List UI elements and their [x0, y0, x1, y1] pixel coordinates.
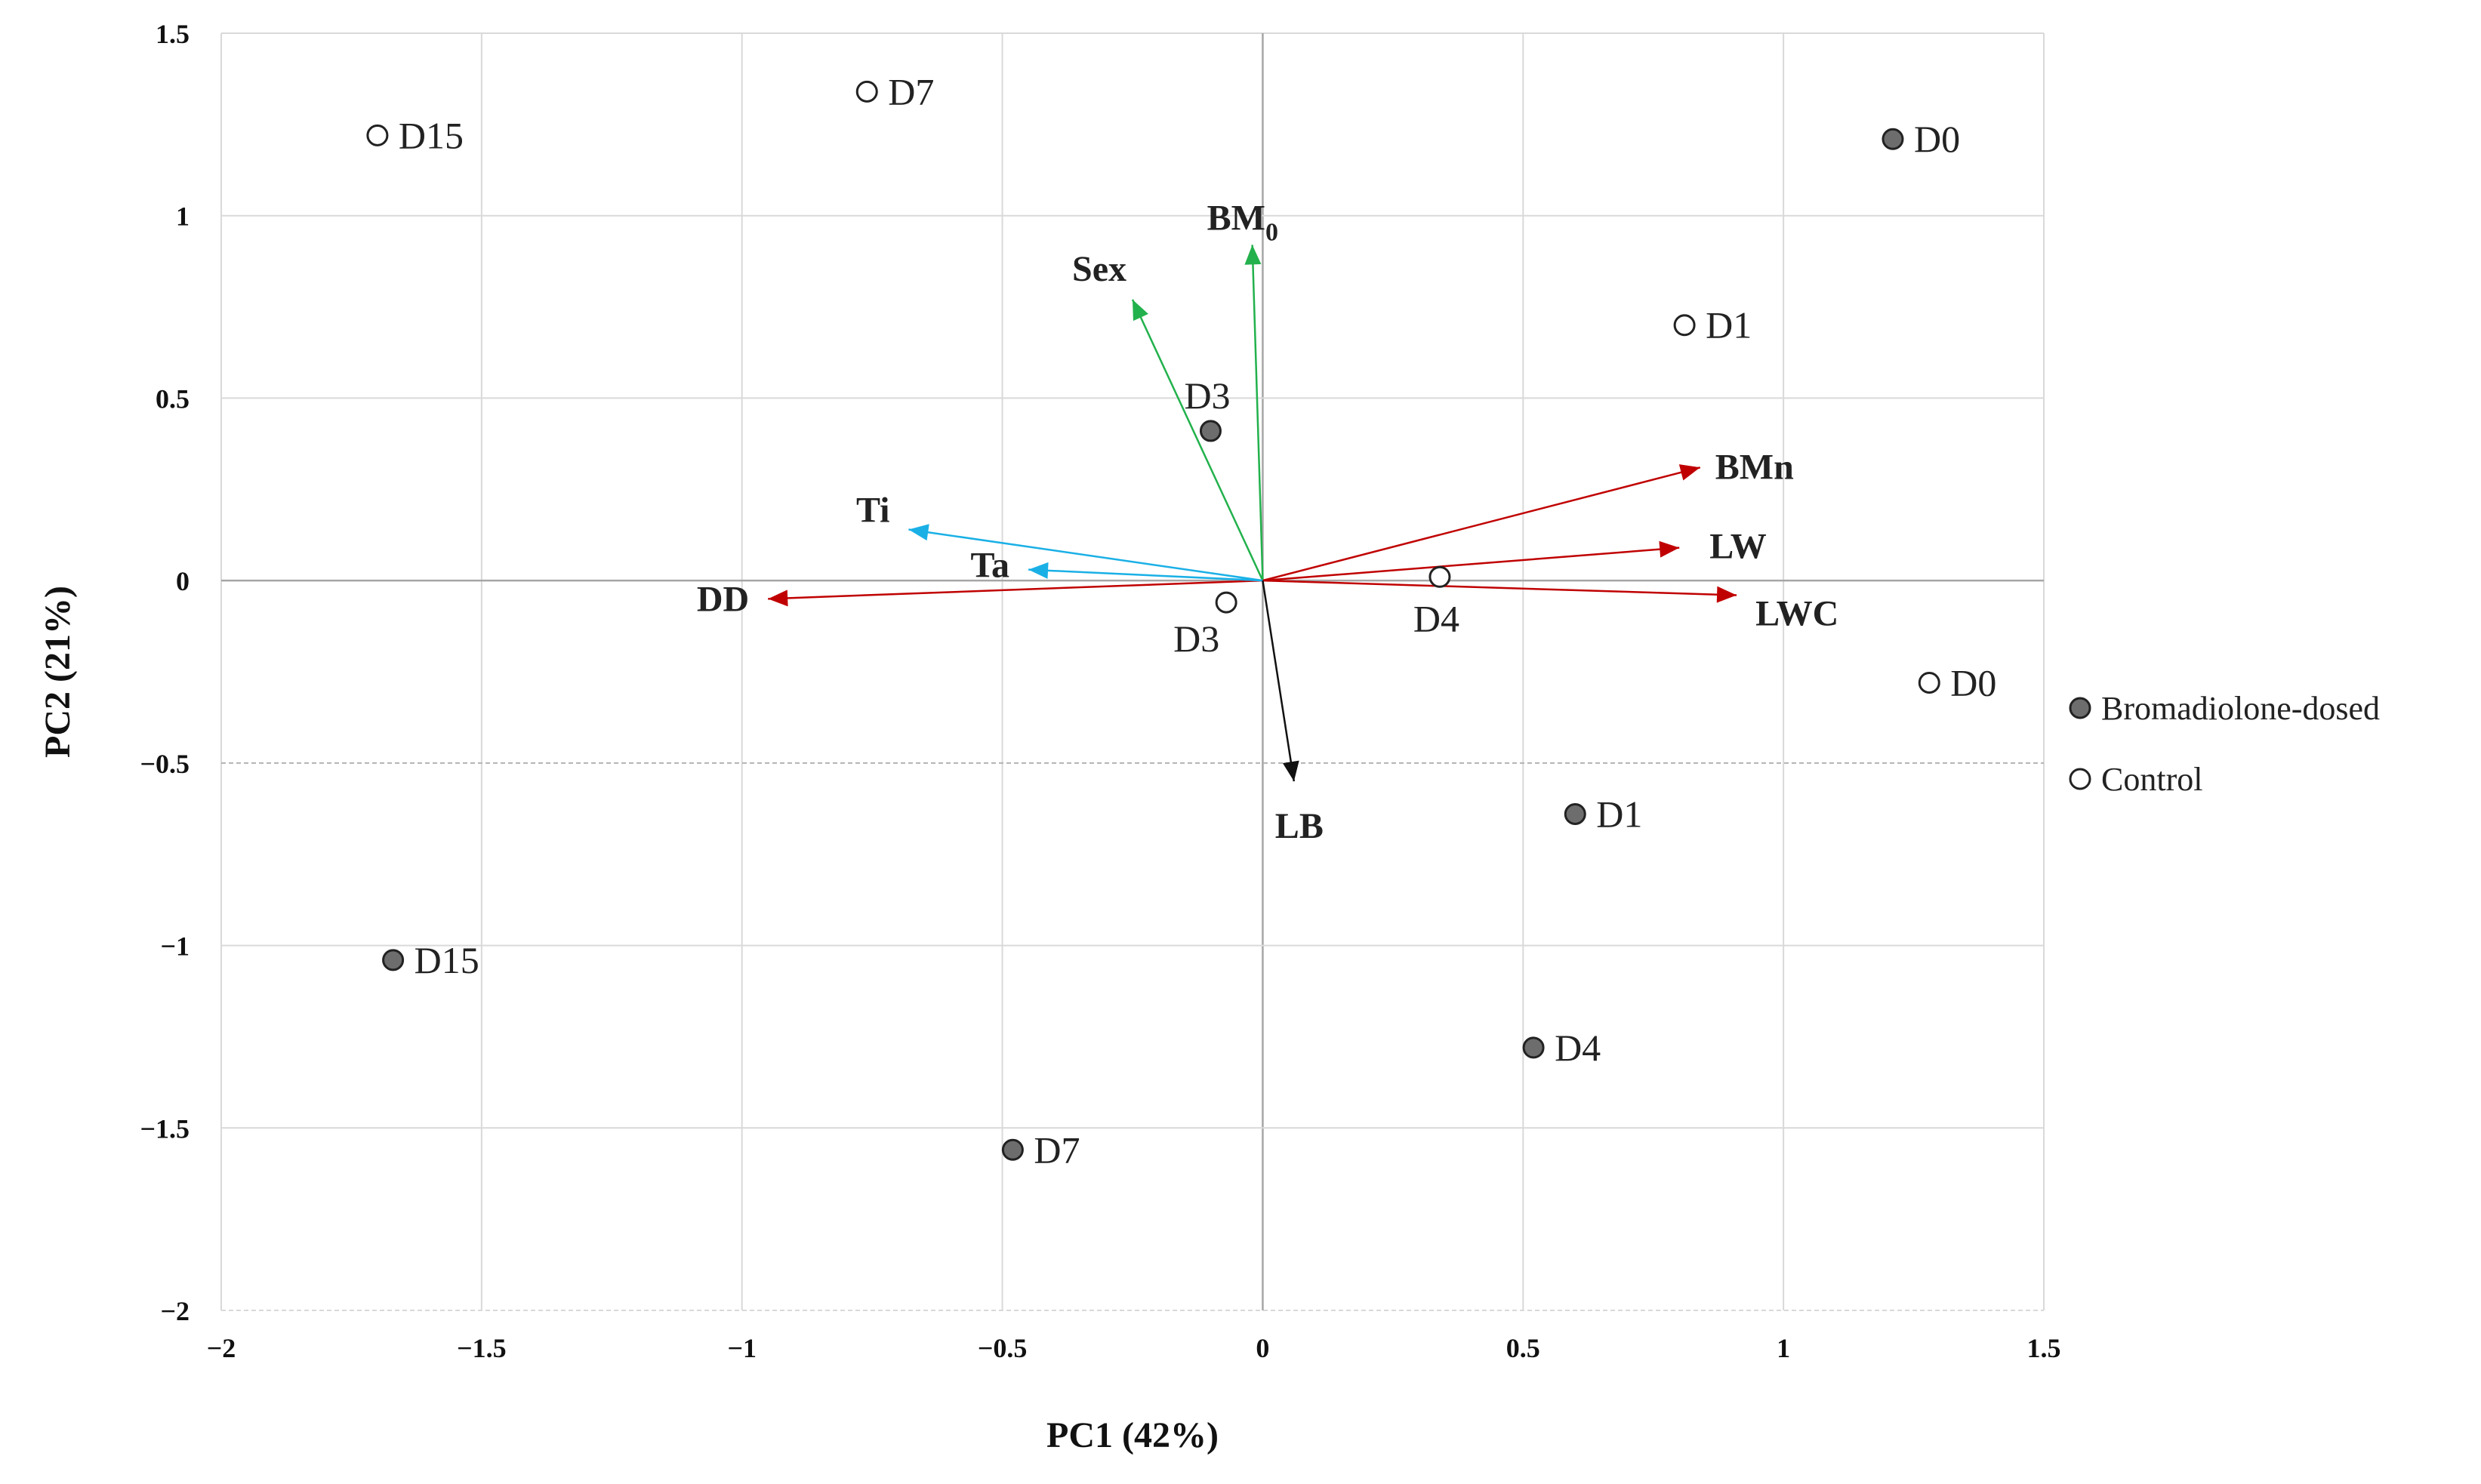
arrowhead-ta — [1028, 562, 1049, 579]
y-tick-label: 0.5 — [156, 383, 190, 414]
loading-arrow-ta — [1028, 568, 1263, 582]
x-tick-label: 1 — [1777, 1333, 1790, 1363]
x-tick-label: 0.5 — [1506, 1333, 1540, 1363]
legend-marker-control — [2069, 768, 2091, 790]
x-tick-label: −1 — [727, 1333, 757, 1363]
point-label-d0: D0 — [1950, 662, 1996, 704]
loading-label-bmn: BMn — [1715, 447, 1794, 487]
y-axis-title: PC2 (21%) — [38, 586, 78, 758]
loading-label-sex: Sex — [1072, 249, 1126, 289]
x-tick-label: 0 — [1256, 1333, 1269, 1363]
arrowhead-lb — [1282, 760, 1299, 782]
dosed-point-d7 — [1001, 1138, 1024, 1161]
arrowhead-dd — [768, 590, 788, 607]
loading-arrow-lw — [1262, 546, 1680, 582]
point-label-d4: D4 — [1413, 597, 1459, 639]
loading-arrow-bm — [1251, 245, 1264, 581]
loading-label-ti: Ti — [856, 490, 889, 530]
y-tick-label: 1 — [176, 202, 190, 232]
x-tick-label: −0.5 — [978, 1333, 1028, 1363]
score-points: D0 D3 D1 D15 D4 D7 D15 D7 D1 D3 D4 D0 — [366, 70, 1996, 1171]
legend-marker-dosed — [2069, 697, 2091, 719]
dosed-point-d3 — [1199, 420, 1222, 442]
loading-label-subscript: 0 — [1265, 218, 1278, 246]
dosed-point-d0 — [1882, 128, 1904, 150]
loading-label-lwc: LWC — [1755, 593, 1838, 633]
loading-vectors: BM0 Sex BMn LW LWC DD Ti Ta LB — [697, 198, 1838, 846]
point-label-d1: D1 — [1706, 304, 1752, 346]
point-label-d3: D3 — [1184, 374, 1230, 417]
control-point-d1 — [1673, 314, 1696, 337]
x-axis-title: PC1 (42%) — [1046, 1415, 1219, 1455]
loading-label-ta: Ta — [970, 546, 1009, 586]
point-label-d7: D7 — [1034, 1128, 1080, 1171]
legend-label-dosed: Bromadiolone-dosed — [2101, 690, 2380, 727]
point-label-d3: D3 — [1173, 617, 1219, 660]
x-tick-label: −2 — [207, 1333, 236, 1363]
loading-label-lb: LB — [1275, 806, 1324, 846]
point-label-d15: D15 — [399, 114, 464, 156]
point-label-d0: D0 — [1914, 118, 1960, 160]
loading-label-lw: LW — [1709, 527, 1767, 567]
dosed-point-d4 — [1522, 1036, 1545, 1059]
x-tick-label: 1.5 — [2027, 1333, 2061, 1363]
y-tick-label: −1.5 — [140, 1113, 190, 1144]
point-label-d15: D15 — [415, 939, 479, 981]
point-label-d1: D1 — [1596, 793, 1642, 836]
y-tick-label: −1 — [160, 931, 190, 962]
point-label-d7: D7 — [888, 70, 934, 112]
y-tick-label: −2 — [160, 1296, 190, 1326]
dosed-point-d1 — [1564, 803, 1586, 826]
dosed-point-d15 — [382, 949, 405, 971]
y-tick-label: −0.5 — [140, 749, 190, 779]
control-point-d3 — [1215, 591, 1237, 614]
loading-arrow-bmn — [1262, 466, 1701, 582]
loading-label-dd: DD — [697, 579, 749, 619]
arrowhead-lw — [1659, 540, 1680, 558]
control-point-d4 — [1429, 565, 1451, 588]
y-tick-label: 0 — [176, 566, 190, 596]
x-tick-label: −1.5 — [457, 1333, 507, 1363]
point-label-d4: D4 — [1555, 1027, 1601, 1069]
arrowhead-bmn — [1678, 464, 1700, 481]
arrowhead-sex — [1133, 299, 1148, 322]
legend-label-control: Control — [2101, 761, 2202, 798]
arrowhead-lwc — [1716, 586, 1737, 603]
y-tick-label: 1.5 — [156, 19, 190, 49]
loading-arrow-sex — [1131, 299, 1264, 581]
legend: Bromadiolone-dosed Control — [2069, 690, 2380, 798]
arrowhead-ti — [908, 524, 929, 541]
control-point-d15 — [366, 124, 389, 146]
control-point-d0 — [1918, 672, 1940, 694]
grid-lines — [220, 32, 2045, 1311]
control-point-d7 — [855, 80, 878, 103]
loading-arrow-lb — [1262, 580, 1296, 782]
loading-arrow-lwc — [1262, 579, 1737, 596]
loading-arrow-ti — [908, 528, 1263, 582]
arrowhead-bm — [1244, 245, 1262, 265]
axes: −2 −1.5 −1 −0.5 0 0.5 1 1.5 −2 −1.5 −1 −0.5 0 0.5 1 1.5… — [38, 19, 2061, 1455]
loading-label-bm: BM0 — [1207, 198, 1278, 246]
loading-arrow-dd — [768, 579, 1263, 600]
